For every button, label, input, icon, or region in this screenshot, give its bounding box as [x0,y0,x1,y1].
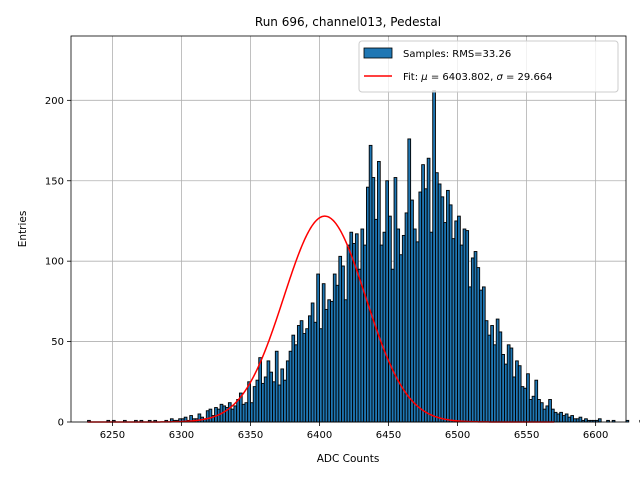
legend-label-fit: Fit: μ = 6403.802, σ = 29.664 [403,72,553,83]
legend-box [358,40,619,93]
y-tick-label: 0 [58,418,64,429]
chart-title: Run 696, channel013, Pedestal [255,15,441,29]
legend-fit-sigma-value: = 29.664 [503,72,553,83]
x-tick-label: 6400 [307,430,332,441]
y-tick-label: 150 [45,176,64,187]
legend-fit-mu-symbol: μ [420,72,427,83]
x-tick-label: 6550 [514,430,539,441]
legend-label-samples: Samples: RMS=33.26 [403,49,511,60]
x-tick-label: 6350 [238,430,263,441]
histogram-bar [625,419,630,423]
legend: Samples: RMS=33.26 Fit: μ = 6403.802, σ … [358,40,619,93]
legend-fit-prefix: Fit: [403,72,421,83]
plot-frame [70,35,627,423]
legend-fit-mu-value: = 6403.802, [428,72,497,83]
x-tick-label: 6450 [376,430,401,441]
y-tick-label: 200 [45,96,64,107]
x-tick-label: 6300 [169,430,194,441]
x-tick-label: 6600 [583,430,608,441]
y-tick-label: 100 [45,257,64,268]
x-tick-label: 6500 [445,430,470,441]
x-axis-label: ADC Counts [317,453,380,465]
legend-swatch-samples [363,47,393,59]
histogram-bar [597,418,602,423]
y-axis-label: Entries [17,211,29,248]
y-tick-label: 50 [51,337,64,348]
y-axis-ticks: 0 50 100 150 200 [45,96,71,429]
x-axis-ticks: 6250 6300 6350 6400 6450 6500 6550 6600 [100,422,608,441]
x-tick-label: 6250 [100,430,125,441]
histogram-bars [87,90,640,423]
legend-fit-sigma-symbol: σ [496,72,503,83]
